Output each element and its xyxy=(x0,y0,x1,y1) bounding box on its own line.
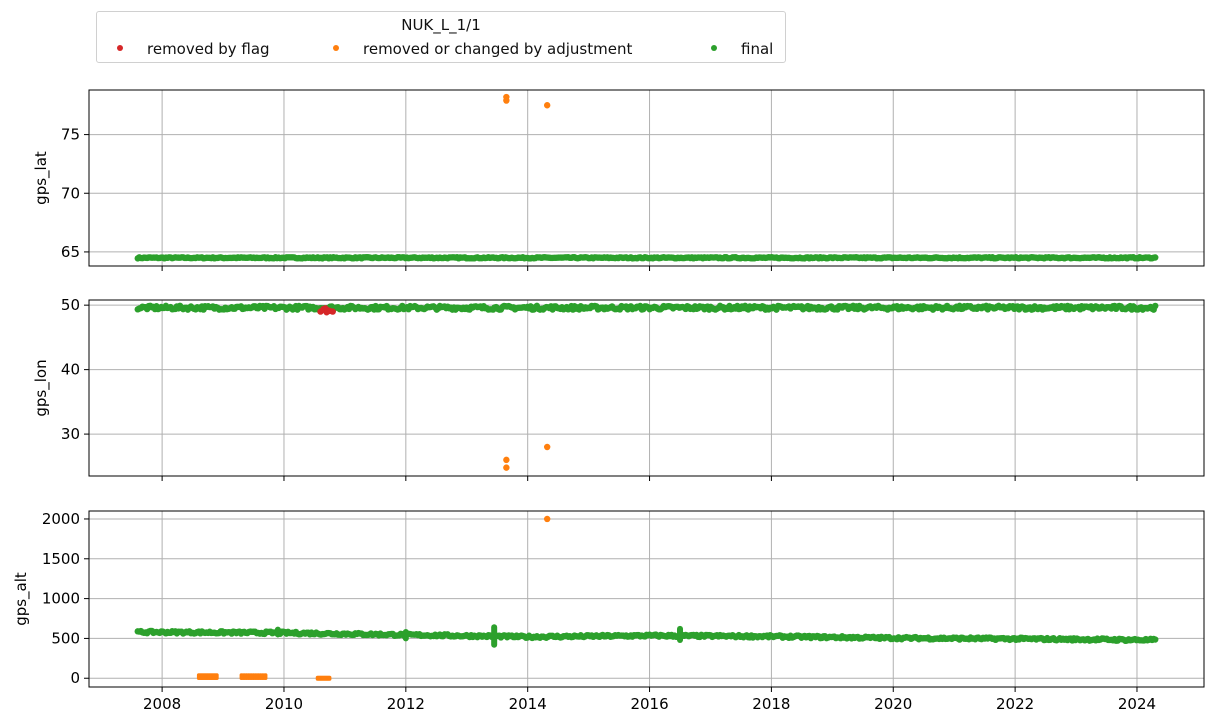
x-tick-label: 2024 xyxy=(1118,695,1156,713)
legend-label: removed or changed by adjustment xyxy=(363,40,633,58)
adjusted-point xyxy=(543,515,551,523)
axes-frame xyxy=(88,299,1205,477)
final-point xyxy=(1152,254,1159,261)
y-tick-label: 40 xyxy=(61,361,80,379)
legend-label: final xyxy=(741,40,774,58)
y-axis-label: gps_alt xyxy=(12,572,31,626)
axes-frame xyxy=(88,89,1205,267)
panel-gps_lon: 30 40 50 gps_lon xyxy=(32,296,1205,481)
flagged-point xyxy=(324,307,332,314)
y-tick-label: 1000 xyxy=(42,590,80,608)
x-tick-label: 2008 xyxy=(143,695,181,713)
y-tick-label: 0 xyxy=(70,669,80,687)
legend-label: removed by flag xyxy=(147,40,270,58)
x-tick-label: 2010 xyxy=(265,695,303,713)
adjusted-point xyxy=(503,456,510,464)
legend-title: NUK_L_1/1 xyxy=(401,16,481,34)
y-tick-label: 30 xyxy=(61,425,80,443)
final-point xyxy=(1152,302,1159,310)
legend-marker-green xyxy=(711,44,717,51)
x-tick-label: 2022 xyxy=(996,695,1034,713)
adjusted-point xyxy=(543,102,551,109)
legend: NUK_L_1/1 removed by flag removed or cha… xyxy=(96,11,786,63)
data-layer xyxy=(134,515,1159,681)
legend-entry-final: final xyxy=(711,40,773,58)
legend-marker-orange xyxy=(333,44,339,51)
adjusted-point xyxy=(503,464,510,471)
x-tick-label: 2020 xyxy=(874,695,912,713)
legend-entry-removed-by-flag: removed by flag xyxy=(117,40,270,58)
panel-gps_alt: 0 500 1000 1500 2000 2008 2010 2012 2014 2016 2018… xyxy=(12,510,1205,713)
data-layer xyxy=(134,302,1159,471)
y-tick-label: 500 xyxy=(51,629,80,647)
y-tick-label: 65 xyxy=(61,243,80,261)
legend-marker-red xyxy=(117,44,123,51)
adjusted-point xyxy=(503,97,510,104)
x-tick-label: 2014 xyxy=(509,695,547,713)
legend-entry-removed-or-changed: removed or changed by adjustment xyxy=(333,40,632,58)
y-tick-label: 1500 xyxy=(42,550,80,568)
y-tick-label: 2000 xyxy=(42,510,80,528)
flagged-point xyxy=(329,308,336,315)
final-point xyxy=(1152,636,1159,643)
y-tick-label: 50 xyxy=(61,296,80,314)
panel-gps_lat: 65 70 75 gps_lat xyxy=(32,89,1205,271)
x-tick-label: 2012 xyxy=(387,695,425,713)
y-tick-label: 75 xyxy=(61,126,80,144)
y-axis-label: gps_lon xyxy=(32,359,51,416)
y-axis-label: gps_lat xyxy=(32,151,51,205)
data-layer xyxy=(134,93,1159,262)
x-tick-label: 2018 xyxy=(752,695,790,713)
x-tick-label: 2016 xyxy=(630,695,668,713)
adjusted-point xyxy=(543,443,551,451)
y-tick-label: 70 xyxy=(61,184,80,202)
